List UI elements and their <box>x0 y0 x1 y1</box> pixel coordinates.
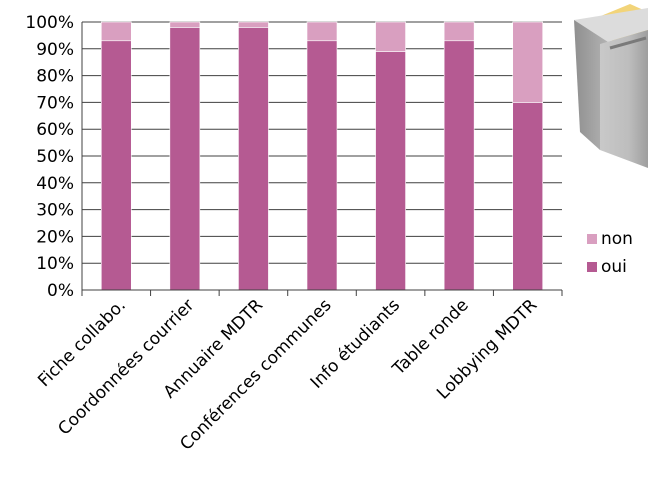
y-tick-label: 100% <box>25 13 74 33</box>
bars <box>100 21 544 291</box>
bar-oui <box>306 40 338 291</box>
y-tick-label: 10% <box>36 254 74 274</box>
y-tick-label: 90% <box>36 40 74 60</box>
y-tick-label: 60% <box>36 120 74 140</box>
bar-oui <box>238 27 269 291</box>
ballot-box-icon <box>574 4 648 168</box>
legend-label-oui: oui <box>601 257 627 277</box>
bar-oui <box>512 102 544 291</box>
legend-label-non: non <box>601 229 633 249</box>
bar-non <box>169 21 201 28</box>
bar-non <box>100 21 132 42</box>
y-axis: 0% 10% 20% 30% 40% 50% 60% 70% 80% 90% 100% <box>25 13 83 301</box>
y-tick-label: 40% <box>36 174 74 194</box>
bar-non <box>306 21 338 42</box>
y-tick-label: 30% <box>36 201 74 221</box>
bar-non <box>375 21 406 52</box>
x-category-label: Coordonnées courrier <box>54 295 198 439</box>
bar-oui <box>375 51 406 291</box>
y-tick-label: 20% <box>36 227 74 247</box>
bar-oui <box>443 40 475 291</box>
legend: non oui <box>587 229 633 277</box>
y-tick-label: 0% <box>47 281 74 301</box>
bar-oui <box>100 40 132 291</box>
y-tick-label: 70% <box>36 93 74 113</box>
x-axis: Fiche collabo.Coordonnées courrierAnnuai… <box>34 289 563 455</box>
bar-oui <box>169 27 201 291</box>
bar-non <box>238 21 269 28</box>
legend-swatch-non <box>587 234 597 244</box>
y-tick-label: 80% <box>36 67 74 87</box>
legend-swatch-oui <box>587 262 597 272</box>
bar-non <box>443 21 475 42</box>
bar-non <box>512 21 544 103</box>
y-tick-label: 50% <box>36 147 74 167</box>
